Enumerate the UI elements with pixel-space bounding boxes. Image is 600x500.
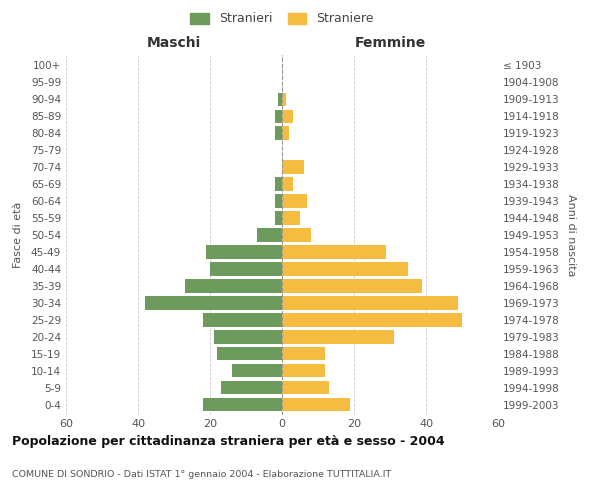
Bar <box>282 160 304 173</box>
Bar <box>185 280 282 292</box>
Bar <box>145 296 282 310</box>
Text: Maschi: Maschi <box>147 36 201 50</box>
Bar <box>282 262 408 276</box>
Bar <box>210 262 282 276</box>
Bar <box>282 92 286 106</box>
Bar <box>257 228 282 241</box>
Bar <box>282 178 293 190</box>
Bar <box>282 381 329 394</box>
Bar <box>282 212 300 224</box>
Bar <box>275 194 282 207</box>
Text: Femmine: Femmine <box>355 36 425 50</box>
Bar <box>282 110 293 123</box>
Bar <box>203 314 282 326</box>
Bar <box>282 347 325 360</box>
Bar <box>214 330 282 344</box>
Bar <box>282 364 325 378</box>
Bar <box>282 228 311 241</box>
Bar <box>232 364 282 378</box>
Bar <box>206 246 282 258</box>
Bar <box>282 246 386 258</box>
Y-axis label: Fasce di età: Fasce di età <box>13 202 23 268</box>
Bar <box>275 110 282 123</box>
Y-axis label: Anni di nascita: Anni di nascita <box>566 194 576 276</box>
Bar <box>275 178 282 190</box>
Text: COMUNE DI SONDRIO - Dati ISTAT 1° gennaio 2004 - Elaborazione TUTTITALIA.IT: COMUNE DI SONDRIO - Dati ISTAT 1° gennai… <box>12 470 391 479</box>
Bar <box>275 126 282 140</box>
Bar <box>278 92 282 106</box>
Bar <box>282 330 394 344</box>
Bar <box>203 398 282 411</box>
Text: Popolazione per cittadinanza straniera per età e sesso - 2004: Popolazione per cittadinanza straniera p… <box>12 435 445 448</box>
Bar <box>282 194 307 207</box>
Bar <box>282 280 422 292</box>
Bar <box>221 381 282 394</box>
Legend: Stranieri, Straniere: Stranieri, Straniere <box>187 8 377 29</box>
Bar <box>217 347 282 360</box>
Bar <box>282 296 458 310</box>
Bar <box>275 212 282 224</box>
Bar <box>282 126 289 140</box>
Bar <box>282 314 462 326</box>
Bar <box>282 398 350 411</box>
